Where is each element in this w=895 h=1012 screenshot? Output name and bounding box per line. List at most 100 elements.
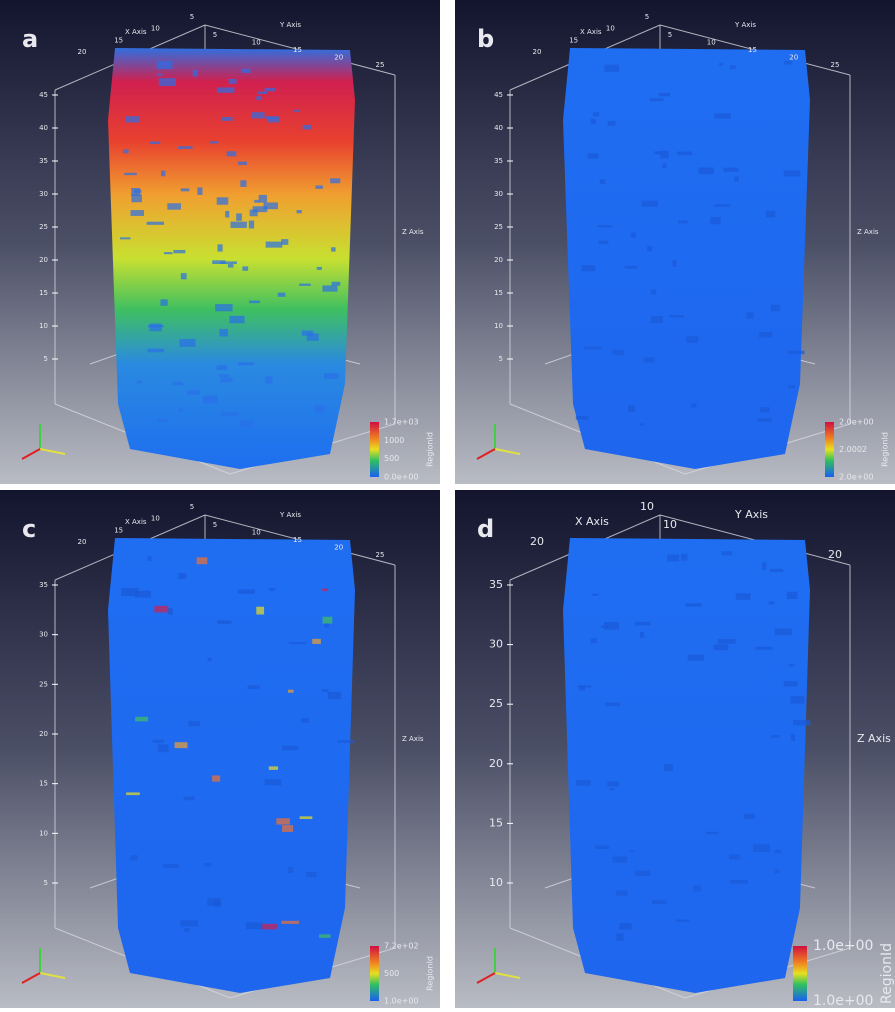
z-axis-label: Z Axis [857, 732, 891, 745]
z-tick-label: 35 [489, 578, 503, 591]
texture-spot [788, 385, 795, 388]
texture-spot [744, 814, 755, 819]
texture-spot [616, 933, 623, 940]
texture-spot [766, 211, 775, 218]
texture-spot [249, 221, 254, 229]
y-tick-label: 10 [252, 39, 261, 47]
texture-spot [315, 405, 324, 413]
texture-spot [628, 405, 635, 411]
y-axis-label: Y Axis [734, 21, 756, 29]
panel-label: d [477, 515, 494, 543]
texture-spot [175, 742, 188, 748]
texture-spot [217, 197, 229, 204]
x-tick-label: 10 [640, 500, 654, 513]
panel: dX Axis2010Y Axis1020353025201510Z Axis1… [455, 490, 895, 1008]
texture-spot [288, 867, 293, 873]
texture-spot [651, 316, 663, 323]
z-axis-label: Z Axis [402, 735, 424, 743]
z-tick-label: 10 [489, 876, 503, 889]
texture-spot [265, 116, 278, 119]
texture-spot [208, 658, 212, 661]
texture-spot [130, 210, 144, 216]
z-axis-label: Z Axis [402, 228, 424, 236]
texture-spot [228, 264, 234, 267]
colorbar [793, 946, 807, 1001]
texture-spot [222, 117, 233, 121]
z-tick-label: 15 [39, 780, 48, 788]
colorbar [370, 422, 379, 477]
colorbar-label: 500 [384, 454, 399, 463]
texture-spot [324, 623, 328, 627]
z-tick-label: 10 [494, 322, 503, 330]
sample-render [563, 48, 810, 469]
z-tick-label: 10 [39, 829, 48, 837]
texture-spot [714, 204, 730, 207]
z-tick-label: 40 [39, 124, 48, 132]
texture-spot [699, 168, 714, 175]
x-axis-label: X Axis [575, 515, 609, 528]
y-tick-label: 5 [668, 31, 672, 39]
texture-spot [214, 901, 220, 908]
texture-spot [148, 349, 165, 353]
texture-spot [667, 555, 679, 562]
texture-spot [789, 664, 795, 667]
texture-spot [246, 922, 262, 929]
texture-spot [135, 591, 151, 598]
y-tick-label: 25 [376, 61, 385, 69]
texture-spot [184, 797, 195, 801]
texture-spot [714, 644, 729, 650]
texture-spot [157, 419, 167, 422]
z-tick-label: 30 [489, 638, 503, 651]
texture-spot [181, 188, 189, 191]
texture-spot [229, 79, 237, 84]
texture-spot [710, 217, 720, 224]
texture-spot [775, 629, 792, 636]
texture-spot [265, 377, 272, 384]
texture-spot [791, 734, 795, 741]
y-tick-label: 5 [213, 31, 217, 39]
texture-spot [784, 681, 798, 686]
texture-spot [259, 195, 267, 203]
texture-spot [640, 423, 644, 425]
x-tick-label: 10 [151, 515, 160, 523]
texture-spot [609, 788, 614, 790]
texture-spot [251, 112, 265, 118]
texture-spot [161, 171, 165, 177]
texture-spot [257, 91, 267, 94]
texture-spot [167, 203, 181, 209]
texture-spot [659, 93, 670, 96]
colorbar-title: RegionId [879, 943, 895, 1004]
colorbar-label: 2.0e+00 [839, 418, 874, 427]
colorbar-label: 1000 [384, 436, 404, 445]
texture-spot [197, 557, 208, 564]
texture-spot [770, 569, 783, 572]
z-tick-label: 25 [39, 223, 48, 231]
x-tick-label: 5 [190, 503, 194, 511]
texture-spot [337, 740, 354, 743]
texture-spot [593, 112, 599, 116]
colorbar-title: RegionId [426, 432, 435, 467]
texture-spot [184, 928, 189, 932]
x-tick-label: 5 [190, 13, 194, 21]
x-tick-label: 20 [533, 48, 542, 56]
texture-spot [747, 312, 754, 318]
texture-spot [784, 171, 800, 177]
colorbar-label: 1.0e+00 [384, 997, 419, 1006]
texture-spot [330, 178, 340, 183]
texture-spot [635, 871, 650, 876]
texture-spot [714, 113, 731, 118]
colorbar-label: 0.0e+00 [384, 473, 419, 482]
texture-spot [322, 285, 337, 291]
texture-spot [123, 149, 129, 153]
texture-spot [576, 780, 591, 786]
y-tick-label: 10 [252, 529, 261, 537]
colorbar-label: 1.0e+00 [813, 938, 873, 954]
texture-spot [591, 119, 596, 125]
texture-spot [147, 222, 164, 225]
texture-spot [328, 692, 341, 699]
panel: aX Axis2015105Y Axis51015202545403530252… [0, 0, 440, 484]
texture-spot [187, 390, 199, 394]
z-tick-label: 35 [494, 157, 503, 165]
x-tick-label: 15 [114, 36, 123, 44]
texture-spot [576, 416, 589, 419]
